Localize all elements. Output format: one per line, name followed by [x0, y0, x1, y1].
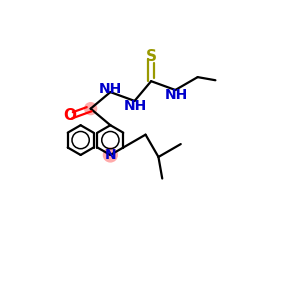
Text: NH: NH	[124, 99, 147, 113]
Circle shape	[103, 148, 117, 162]
Text: O: O	[63, 108, 76, 123]
Text: N: N	[105, 148, 116, 162]
Text: NH: NH	[165, 88, 188, 102]
Text: NH: NH	[99, 82, 122, 96]
Circle shape	[85, 103, 97, 115]
Text: S: S	[146, 49, 157, 64]
